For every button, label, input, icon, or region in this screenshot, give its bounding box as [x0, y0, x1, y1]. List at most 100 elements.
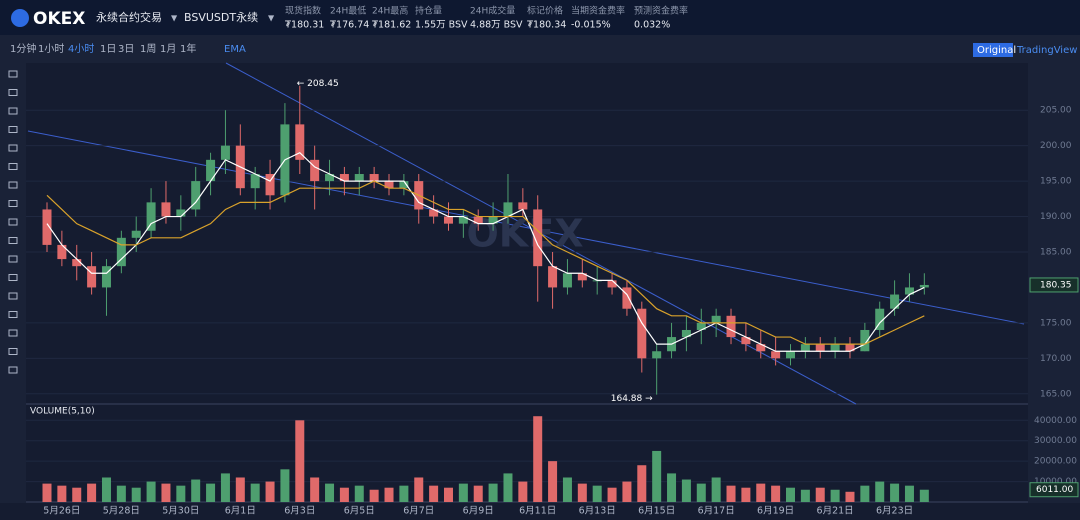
volume-bar — [325, 483, 335, 502]
tool-icon[interactable] — [8, 237, 18, 244]
contract-select[interactable]: BSVUSDT永续 — [184, 10, 258, 24]
volume-bar — [443, 487, 453, 502]
stat-label: 24H最高 — [372, 5, 408, 17]
stat-label: 24H最低 — [330, 5, 366, 17]
volume-bar — [458, 483, 468, 502]
x-tick-label: 5月30日 — [162, 506, 199, 517]
interval-button[interactable]: 4小时 — [68, 43, 94, 55]
interval-button[interactable]: 3日 — [118, 44, 134, 55]
tool-icon[interactable] — [8, 89, 18, 96]
interval-button[interactable]: 1日 — [100, 44, 116, 55]
logo: OKEX — [33, 9, 85, 29]
volume-bar — [711, 477, 721, 502]
tool-icon[interactable] — [8, 107, 18, 115]
tool-icon[interactable] — [8, 292, 18, 300]
dropdown-arrow: ▼ — [171, 14, 178, 23]
x-tick-label: 6月17日 — [698, 506, 735, 517]
candle-body — [518, 202, 528, 210]
stat-value: ₮180.31 — [285, 20, 324, 31]
tool-icon[interactable] — [8, 274, 18, 281]
interval-button[interactable]: 1小时 — [38, 43, 64, 55]
volume-bar — [220, 473, 230, 502]
volume-bar — [354, 485, 364, 502]
candle-body — [815, 344, 825, 352]
stat-label: 24H成交量 — [470, 5, 515, 17]
volume-bar — [176, 485, 186, 502]
stat-label: 持仓量 — [415, 5, 442, 17]
low-annotation: 164.88 → — [611, 394, 653, 404]
volume-bar — [830, 489, 840, 502]
tool-icon[interactable] — [8, 163, 18, 170]
indicator[interactable]: EMA — [224, 44, 246, 55]
volume-tick-label: 40000.00 — [1034, 416, 1077, 426]
volume-bar — [667, 473, 677, 502]
volume-bar — [548, 461, 558, 502]
interval-button[interactable]: 1分钟 — [10, 42, 36, 55]
tool-icon[interactable] — [8, 200, 18, 207]
volume-bar — [310, 477, 320, 502]
volume-title: VOLUME(5,10) — [30, 407, 95, 417]
logo-icon — [11, 9, 29, 27]
ema-line — [46, 180, 925, 345]
volume-bar — [280, 469, 290, 502]
x-tick-label: 6月21日 — [817, 506, 854, 517]
tool-icon[interactable] — [8, 144, 18, 152]
view-button[interactable]: TradingView — [1016, 45, 1077, 56]
tool-icon[interactable] — [8, 366, 18, 374]
channel-line — [27, 130, 1025, 325]
stat-label: 标记价格 — [527, 5, 563, 17]
candle-body — [131, 230, 141, 238]
tool-icon[interactable] — [8, 126, 18, 133]
volume-bar — [399, 485, 409, 502]
tool-icon[interactable] — [8, 255, 18, 263]
volume-bar — [815, 487, 825, 502]
tool-icon[interactable] — [8, 181, 18, 189]
volume-bar — [429, 485, 439, 502]
volume-bar — [845, 491, 855, 502]
volume-bar — [741, 487, 751, 502]
candle-body — [354, 174, 364, 182]
tool-icon[interactable] — [8, 311, 18, 318]
volume-bar — [622, 481, 632, 502]
candle-body — [429, 209, 439, 217]
interval-button[interactable]: 1周 — [140, 43, 156, 55]
interval-button[interactable]: 1月 — [160, 43, 176, 55]
candle-body — [206, 159, 216, 182]
candle-body — [800, 344, 810, 352]
candle-body — [325, 174, 335, 182]
candle-body — [711, 315, 721, 323]
candle-body — [488, 216, 498, 224]
tool-icon[interactable] — [8, 70, 18, 78]
candle-body — [607, 280, 617, 288]
x-tick-label: 5月26日 — [43, 506, 80, 517]
x-tick-label: 6月23日 — [876, 506, 913, 517]
x-tick-label: 6月1日 — [225, 506, 256, 517]
market-select[interactable]: 永续合约交易 — [96, 10, 162, 24]
candle-body — [577, 273, 587, 281]
tool-icon[interactable] — [8, 329, 18, 337]
volume-bar — [384, 487, 394, 502]
volume-bar — [681, 479, 691, 502]
candle-body — [458, 216, 468, 224]
tool-icon[interactable] — [8, 348, 18, 355]
x-tick-label: 6月11日 — [519, 506, 556, 517]
candle-body — [339, 174, 349, 182]
volume-tick-label: 30000.00 — [1034, 436, 1077, 446]
tool-icon[interactable] — [8, 218, 18, 226]
candle-body — [146, 202, 156, 231]
price-tag-label: 180.35 — [1040, 280, 1072, 290]
candle-body — [681, 329, 691, 338]
y-tick-label: 175.00 — [1040, 318, 1072, 328]
high-annotation: ← 208.45 — [297, 79, 339, 89]
x-tick-label: 6月3日 — [284, 506, 315, 517]
candle-body — [191, 181, 201, 210]
view-button[interactable]: Original — [977, 45, 1016, 56]
volume-bar — [875, 481, 885, 502]
volume-bar — [473, 485, 483, 502]
interval-button[interactable]: 1年 — [180, 42, 196, 55]
volume-tick-label: 10000.00 — [1034, 477, 1077, 487]
volume-bar — [369, 489, 379, 502]
volume-bar — [726, 485, 736, 502]
volume-tag-label: 6011.00 — [1036, 485, 1073, 495]
